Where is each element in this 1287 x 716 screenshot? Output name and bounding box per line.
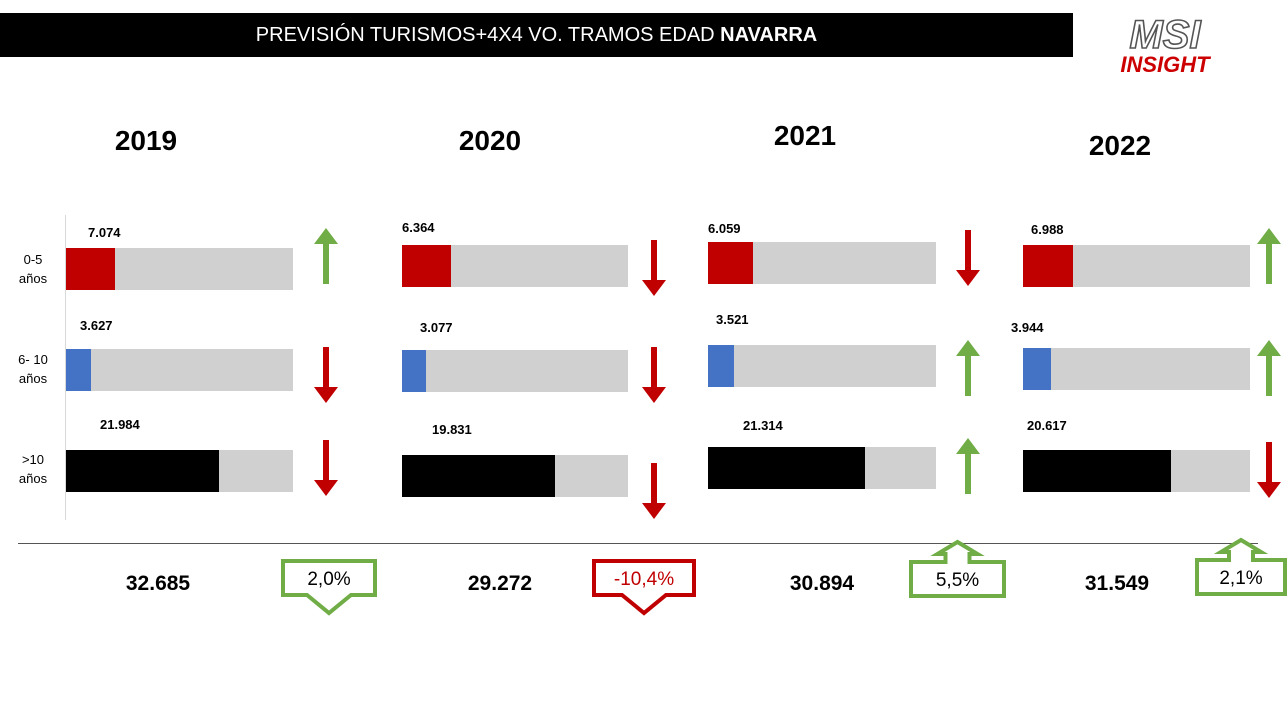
category-label: 6- 10 años — [18, 352, 48, 386]
bar-track — [402, 455, 628, 497]
bar-6-10 — [708, 345, 734, 387]
trend-arrow-down-icon — [642, 347, 666, 403]
bar-track — [708, 345, 936, 387]
value-label: 3.627 — [80, 318, 113, 333]
trend-arrow-down-icon — [314, 440, 338, 496]
y-axis-line — [65, 215, 66, 520]
category-label: >10 años — [18, 452, 48, 486]
value-label: 6.059 — [708, 221, 741, 236]
logo-line2: INSIGHT — [1120, 52, 1211, 76]
year-label: 2019 — [114, 125, 178, 156]
value-label: 7.074 — [88, 225, 121, 240]
bar-0-5 — [66, 248, 116, 290]
title-bar — [0, 13, 1073, 57]
bar-0-5 — [402, 245, 452, 287]
bar->10 — [708, 447, 866, 489]
bar-track — [66, 349, 293, 391]
value-label: 3.944 — [1011, 320, 1044, 335]
logo-line1: MSI — [1129, 14, 1201, 57]
trend-arrow-down-icon — [1257, 442, 1281, 498]
total-value: 29.272 — [467, 572, 533, 595]
value-label: 21.314 — [743, 418, 783, 433]
totals-divider — [18, 543, 1258, 544]
trend-arrow-up-icon — [314, 228, 338, 284]
page-title: PREVISIÓN TURISMOS+4X4 VO. TRAMOS EDAD N… — [0, 13, 1073, 57]
trend-arrow-up-icon — [1257, 340, 1281, 396]
trend-arrow-down-icon — [642, 240, 666, 296]
year-label: 2022 — [1088, 130, 1152, 161]
trend-arrow-down-icon — [956, 230, 980, 286]
change-callout-down: 2,0% — [281, 559, 377, 616]
year-label: 2021 — [773, 120, 837, 151]
value-label: 6.364 — [402, 220, 435, 235]
bar-6-10 — [66, 349, 92, 391]
change-label: 2,1% — [1219, 568, 1262, 589]
change-callout-up: 2,1% — [1195, 537, 1287, 596]
bar-track — [1023, 348, 1250, 390]
bar-track — [708, 447, 936, 489]
change-label: -10,4% — [614, 569, 674, 590]
value-label: 20.617 — [1027, 418, 1067, 433]
change-label: 5,5% — [936, 570, 979, 591]
bar-track — [1023, 245, 1250, 287]
bar->10 — [66, 450, 219, 492]
change-callout-up: 5,5% — [909, 539, 1006, 598]
value-label: 19.831 — [432, 422, 472, 437]
bar-track — [66, 248, 293, 290]
trend-arrow-up-icon — [956, 438, 980, 494]
bar-0-5 — [1023, 245, 1074, 287]
bar->10 — [402, 455, 556, 497]
title-region: NAVARRA — [720, 24, 818, 46]
msi-insight-logo: MSI INSIGHT — [1120, 14, 1211, 76]
trend-arrow-down-icon — [314, 347, 338, 403]
change-callout-down: -10,4% — [592, 559, 696, 616]
total-value: 31.549 — [1084, 572, 1150, 595]
total-value: 32.685 — [125, 572, 191, 595]
value-label: 3.521 — [716, 312, 749, 327]
bar-track — [708, 242, 936, 284]
value-label: 6.988 — [1031, 222, 1064, 237]
year-label: 2020 — [458, 125, 522, 156]
bar-track — [402, 245, 628, 287]
trend-arrow-up-icon — [1257, 228, 1281, 284]
change-label: 2,0% — [307, 569, 350, 590]
bar-track — [66, 450, 293, 492]
value-label: 21.984 — [100, 417, 140, 432]
bar-track — [402, 350, 628, 392]
bar->10 — [1023, 450, 1172, 492]
total-value: 30.894 — [789, 572, 855, 595]
bar-track — [1023, 450, 1250, 492]
bar-6-10 — [402, 350, 426, 392]
category-label: 0-5 años — [18, 252, 48, 286]
value-label: 3.077 — [420, 320, 453, 335]
bar-6-10 — [1023, 348, 1052, 390]
title-prefix: PREVISIÓN TURISMOS+4X4 VO. TRAMOS EDAD — [255, 24, 721, 46]
trend-arrow-down-icon — [642, 463, 666, 519]
bar-0-5 — [708, 242, 753, 284]
trend-arrow-up-icon — [956, 340, 980, 396]
